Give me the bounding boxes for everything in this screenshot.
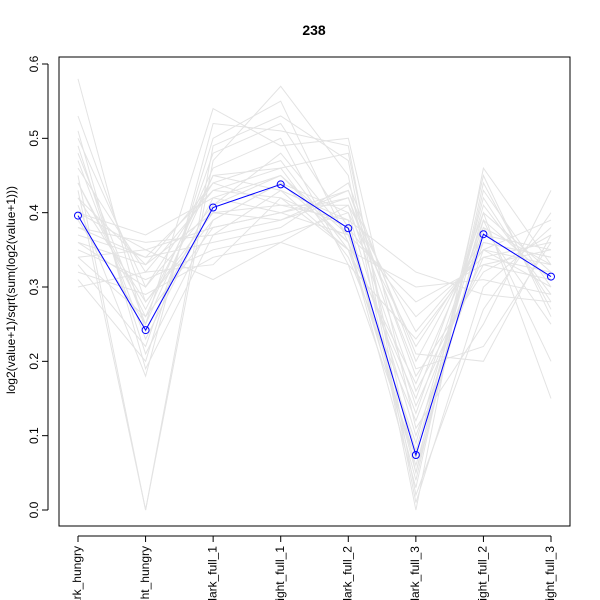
y-tick-label: 0.6 xyxy=(27,55,41,72)
highlight-series-point xyxy=(344,224,353,233)
y-axis: 0.0 0.1 0.2 0.3 0.4 0.5 0.6 xyxy=(27,55,49,518)
background-series-line xyxy=(77,219,552,340)
highlight-series-point xyxy=(209,203,218,212)
highlight-series-point xyxy=(74,211,82,220)
highlight-series-point xyxy=(141,326,150,335)
x-tick-label: light_full_2 xyxy=(476,546,490,600)
x-tick-label: light_hungry xyxy=(138,546,152,600)
y-tick-label: 0.4 xyxy=(27,204,41,221)
background-series-line xyxy=(77,100,552,488)
x-tick-label: dark_full_1 xyxy=(205,546,219,600)
background-series-line xyxy=(77,122,552,481)
y-tick-label: 0.0 xyxy=(27,501,41,518)
y-tick-label: 0.2 xyxy=(27,353,41,370)
y-tick-label: 0.3 xyxy=(27,278,41,295)
background-series-line xyxy=(77,122,552,497)
background-series-line xyxy=(77,182,552,303)
x-tick-label: light_full_3 xyxy=(543,546,557,600)
y-tick-label: 0.5 xyxy=(27,130,41,147)
background-series-line xyxy=(77,197,552,370)
plot-frame xyxy=(58,56,571,527)
background-series-line xyxy=(77,152,552,473)
highlight-series-point xyxy=(276,180,285,189)
x-tick-label: dark_full_2 xyxy=(340,546,354,600)
background-series-line xyxy=(77,115,552,438)
background-series-line xyxy=(77,189,552,295)
highlight-series-group xyxy=(74,180,555,459)
background-series-line xyxy=(77,182,552,362)
background-series-group xyxy=(77,78,552,511)
highlight-series-point xyxy=(479,230,488,239)
x-tick-label: light_full_1 xyxy=(273,546,287,600)
highlight-series-point xyxy=(411,451,420,459)
x-axis: dark_hungry light_hungry dark_full_1 light_… xyxy=(70,535,557,600)
background-series-line xyxy=(77,130,552,385)
y-axis-label: log2(value+1)/sqrt(sum(log2(value+1))) xyxy=(4,186,18,394)
chart-title: 238 xyxy=(302,22,326,38)
highlight-series-line xyxy=(77,183,552,457)
x-tick-label: dark_full_3 xyxy=(408,546,422,600)
x-tick-label: dark_hungry xyxy=(70,546,84,600)
y-tick-label: 0.1 xyxy=(27,427,41,444)
highlight-series-point xyxy=(547,272,555,281)
